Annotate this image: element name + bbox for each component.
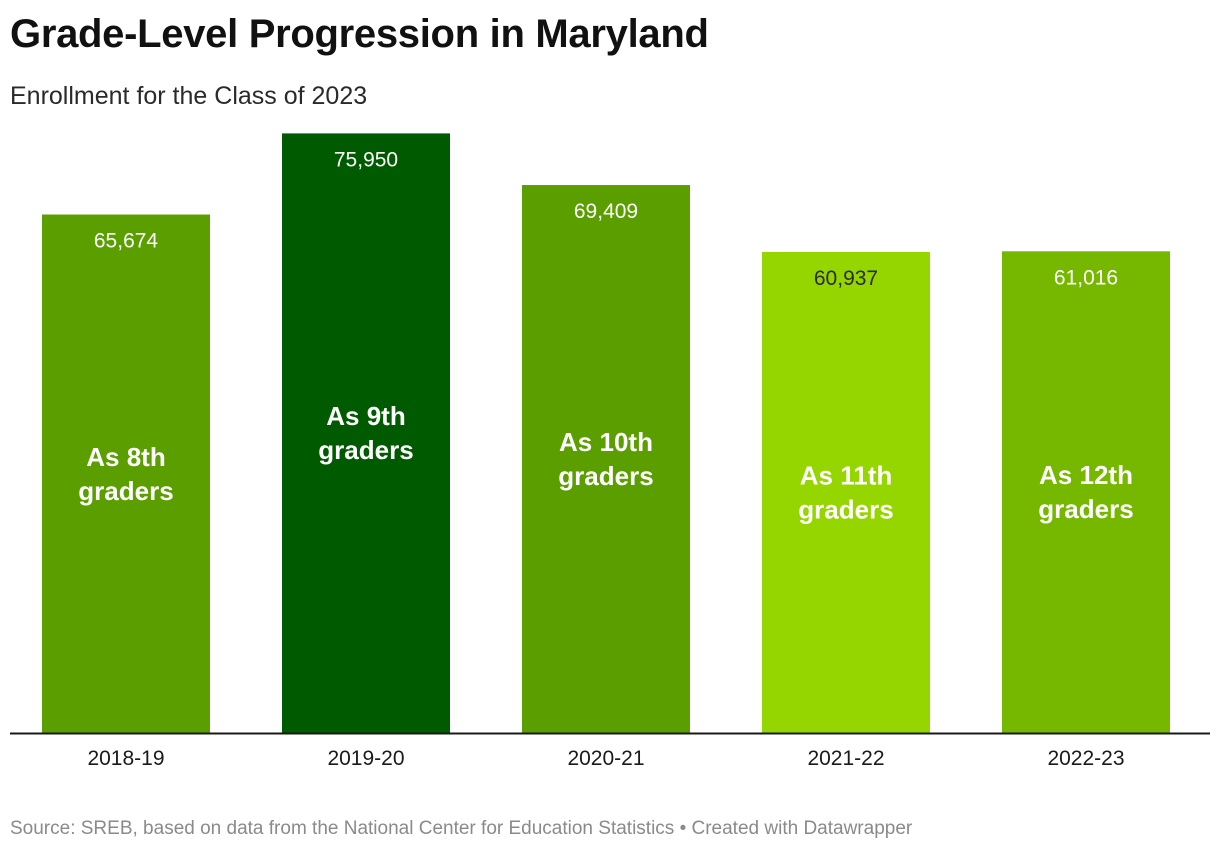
bar-inline-label: As 9th (326, 401, 405, 431)
value-label: 75,950 (334, 148, 398, 171)
chart-title: Grade-Level Progression in Maryland (10, 12, 709, 56)
bar-inline-label: As 8th (86, 442, 165, 472)
bar-2019-20 (282, 133, 450, 734)
bar-2018-19 (42, 214, 210, 733)
bar-inline-label: graders (798, 494, 893, 524)
bar-inline-label: As 11th (800, 460, 893, 490)
value-label: 65,674 (94, 230, 159, 253)
x-tick-label: 2019-20 (327, 747, 404, 770)
bar-inline-label: graders (1038, 494, 1133, 524)
bar-2022-23 (1002, 251, 1170, 733)
chart-subtitle: Enrollment for the Class of 2023 (10, 82, 368, 110)
bar-inline-label: graders (558, 461, 653, 491)
value-label: 61,016 (1054, 266, 1118, 289)
x-tick-label: 2022-23 (1047, 747, 1124, 770)
bar-inline-label: As 12th (1039, 460, 1133, 490)
value-label: 60,937 (814, 267, 878, 290)
bar-inline-label: As 10th (559, 427, 653, 457)
source-note: Source: SREB, based on data from the Nat… (10, 818, 913, 839)
bar-inline-label: graders (78, 476, 173, 506)
x-tick-label: 2021-22 (807, 747, 884, 770)
x-tick-label: 2018-19 (87, 747, 164, 770)
bar-2020-21 (522, 185, 690, 734)
value-label: 69,409 (574, 200, 638, 223)
bar-inline-label: graders (318, 435, 413, 465)
bar-2021-22 (762, 251, 930, 733)
x-tick-label: 2020-21 (567, 747, 644, 770)
